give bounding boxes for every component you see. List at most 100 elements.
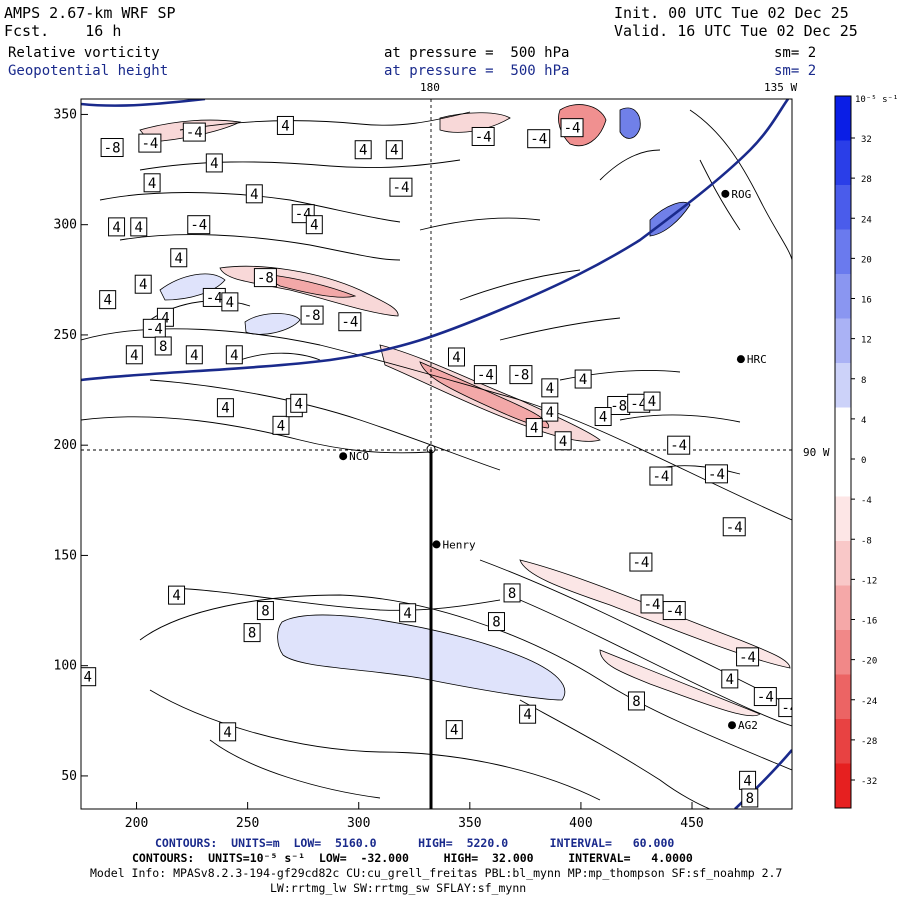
colorbar-swatch xyxy=(835,96,851,141)
contour-label: 4 xyxy=(83,670,91,686)
vorticity-contours xyxy=(81,109,792,809)
contour-label: -4 xyxy=(632,555,649,571)
contour-label: -4 xyxy=(477,368,494,384)
c2-interval: INTERVAL= 4.0000 xyxy=(568,851,693,865)
contour-label: -4 xyxy=(146,321,163,337)
contour-label-box xyxy=(253,268,277,288)
contour-label: 4 xyxy=(530,421,538,437)
contour-label: -4 xyxy=(644,597,661,613)
contour-label-box xyxy=(753,687,777,707)
contour-label: 4 xyxy=(599,410,607,426)
colorbar-unit: 10⁻⁵ s⁻¹ xyxy=(855,95,898,105)
contour-label-box xyxy=(721,669,739,689)
contour-label: 4 xyxy=(648,394,656,410)
contour-line xyxy=(499,317,621,341)
contour-label-box xyxy=(338,312,362,332)
field1-name: Relative vorticity xyxy=(8,45,160,61)
contour-line xyxy=(179,111,471,131)
contour-label-box xyxy=(62,615,78,633)
contour-label: 4 xyxy=(546,381,554,397)
c1-label: CONTOURS: UNITS=m LOW= 5160.0 xyxy=(155,836,377,850)
lon-label-135w: 135 W xyxy=(764,81,798,94)
y-tick-label: 50 xyxy=(61,769,77,784)
model-title: AMPS 2.67-km WRF SP xyxy=(4,4,176,22)
contour-label-box xyxy=(560,118,584,138)
fcst-label: Fcst. xyxy=(4,22,50,40)
contour-line xyxy=(519,599,792,727)
contour-label: 4 xyxy=(139,277,147,293)
contour-label: -4 xyxy=(530,132,547,148)
station-marker xyxy=(339,452,348,461)
contour-info-height: CONTOURS: UNITS=m LOW= 5160.0 HIGH= 5220… xyxy=(155,836,674,850)
contour-label-box xyxy=(276,115,294,135)
colorbar-tick-label: 20 xyxy=(861,255,872,265)
contour-label: 8 xyxy=(508,586,516,602)
colorbar-swatch xyxy=(835,630,851,675)
colorbar-tick-label: -4 xyxy=(861,496,872,506)
contour-label-box xyxy=(134,274,152,294)
colorbar-tick-label: 28 xyxy=(861,175,872,185)
colorbar-swatch xyxy=(835,452,851,497)
colorbar-tick-label: 16 xyxy=(861,296,872,306)
contour-label: -8 xyxy=(104,141,121,157)
field2-name: Geopotential height xyxy=(8,63,169,79)
y-tick-label: 300 xyxy=(54,218,77,233)
contour-label-box xyxy=(643,391,661,411)
contour-label-box xyxy=(554,431,572,451)
contour-label: 4 xyxy=(743,773,751,789)
contour-label-box xyxy=(389,177,413,197)
contour-label: -4 xyxy=(726,520,743,536)
contour-label-box xyxy=(594,407,612,427)
plot-frame xyxy=(80,98,793,810)
field1-level: at pressure = 500 hPa xyxy=(384,45,570,61)
contour-line xyxy=(149,379,501,471)
contour-label-box xyxy=(187,215,211,235)
contour-label-box xyxy=(243,623,261,643)
contour-label-box xyxy=(354,140,372,160)
x-tick-label: 250 xyxy=(236,816,259,831)
colorbar: 10⁻⁵ s⁻¹ 32 28 24 20 16 12 8 4 0 -4 -8 -12 -16 -20 -24 -… xyxy=(834,95,898,809)
colorbar-swatch xyxy=(835,274,851,319)
contour-label-box xyxy=(143,173,161,193)
contour-label: 4 xyxy=(281,118,289,134)
contour-label-box xyxy=(778,698,792,718)
x-tick-label: 300 xyxy=(347,816,370,831)
station-marker xyxy=(721,189,730,198)
contour-label-box xyxy=(541,402,559,422)
contour-label-box xyxy=(447,347,465,367)
contour-label: 4 xyxy=(148,176,156,192)
contour-label: 8 xyxy=(746,791,754,807)
reference-lines xyxy=(81,99,792,809)
colorbar-frame xyxy=(834,95,852,809)
contour-label: 4 xyxy=(277,418,285,434)
contour-label-box xyxy=(272,415,290,435)
height-contour-5160-south xyxy=(734,749,792,809)
contour-label: -8 xyxy=(610,398,627,414)
height-contour-5220 xyxy=(81,99,206,107)
contour-label: 4 xyxy=(66,617,74,633)
contour-label-box xyxy=(125,345,143,365)
colorbar-swatch xyxy=(835,674,851,719)
contour-line xyxy=(599,149,661,181)
contour-line xyxy=(139,594,792,771)
contour-line xyxy=(559,369,681,381)
y-axis: 50 100 150 200 250 300 350 xyxy=(54,107,88,784)
colorbar-tick-label: -12 xyxy=(861,576,877,586)
contour-label-box xyxy=(445,720,463,740)
lon-label-180: 180 xyxy=(420,81,440,94)
x-tick-label: 400 xyxy=(569,816,592,831)
fcst-value: 16 h xyxy=(85,22,122,40)
contour-label: 4 xyxy=(226,295,234,311)
contour-label: 4 xyxy=(559,434,567,450)
negative-vorticity-band xyxy=(259,273,357,298)
lon-label-90w: 90 W xyxy=(803,446,830,459)
colorbar-swatch xyxy=(835,185,851,230)
station-marker xyxy=(736,355,745,364)
contour-label-box xyxy=(519,704,537,724)
station-label: Henry xyxy=(443,538,476,551)
contour-label: 4 xyxy=(250,187,258,203)
contour-line xyxy=(119,234,401,261)
contour-label-box xyxy=(399,603,417,623)
y-tick-label: 350 xyxy=(54,107,77,122)
